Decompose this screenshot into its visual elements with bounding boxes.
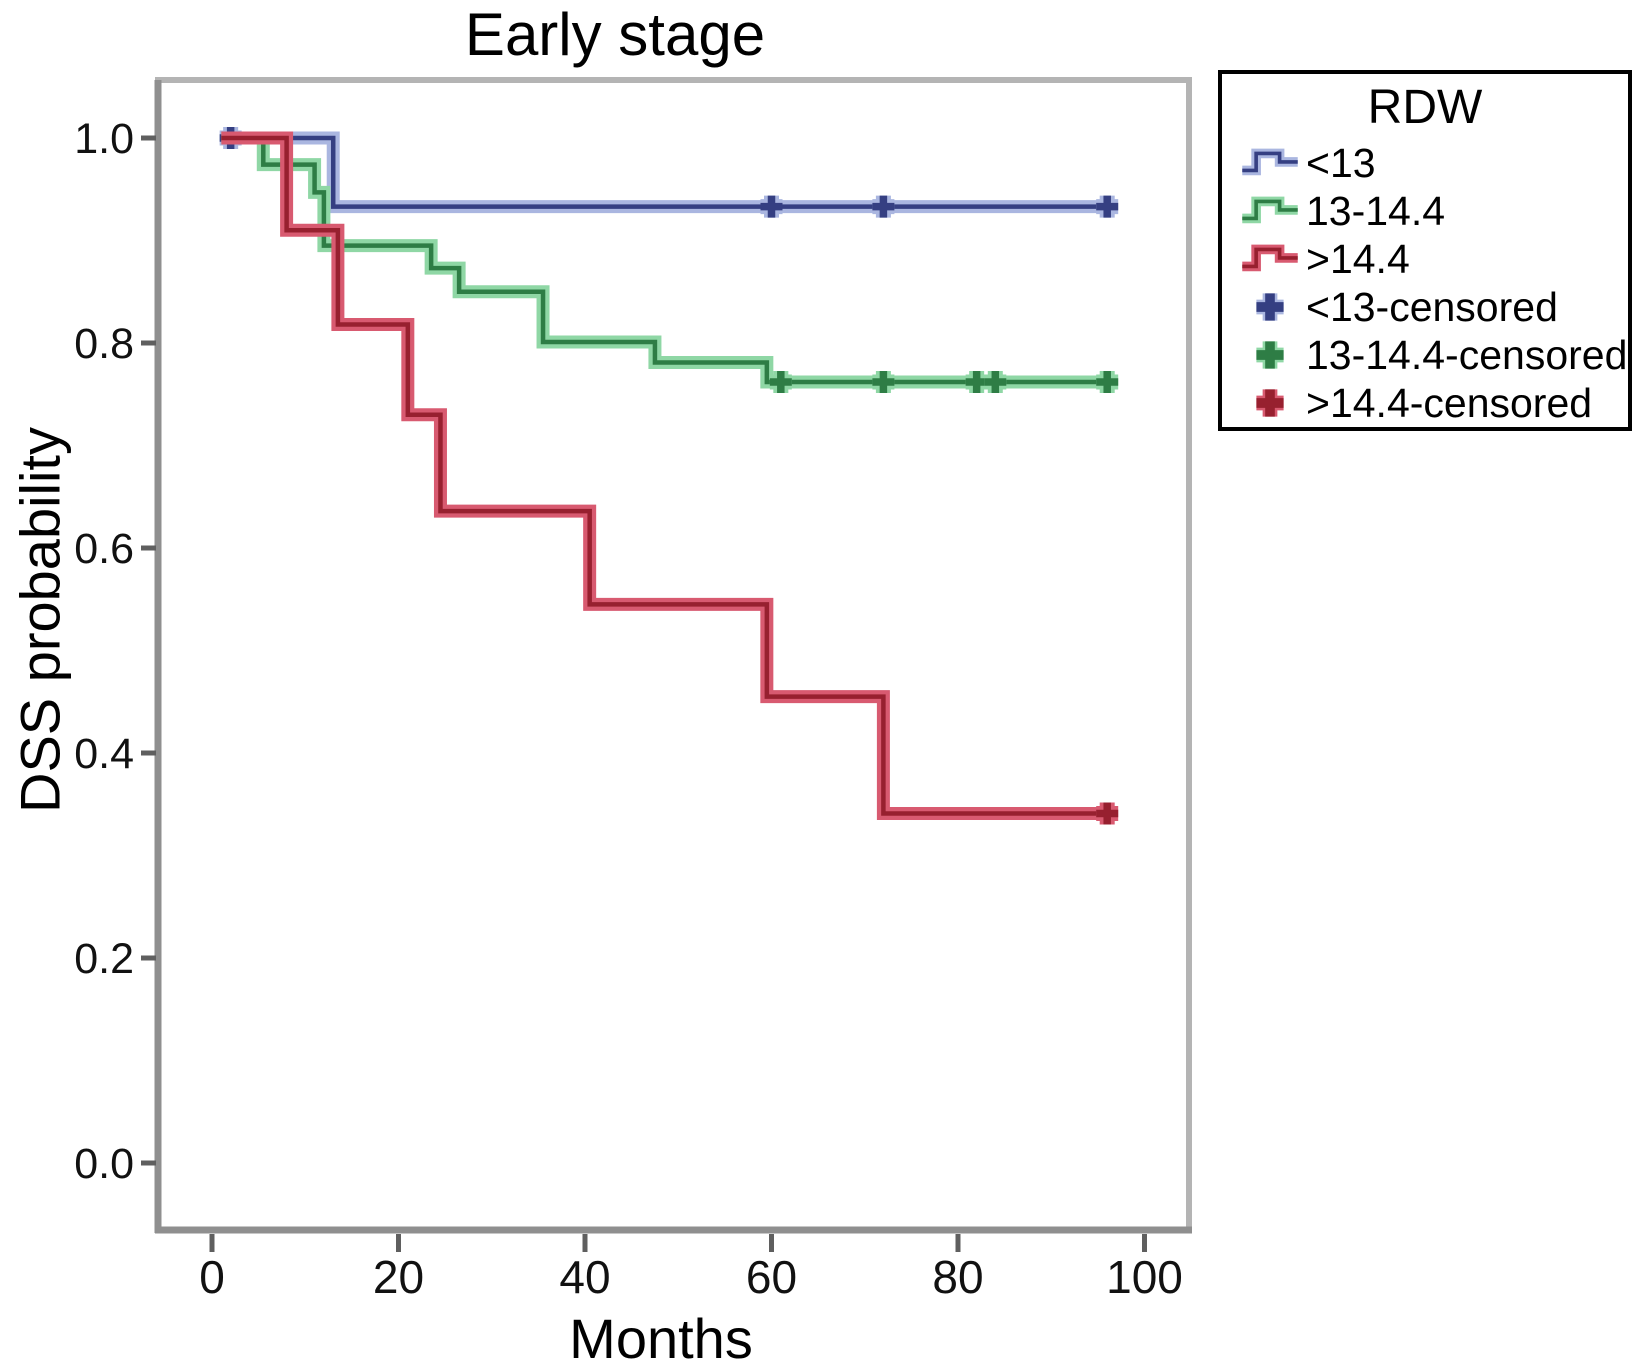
x-axis-title: Months: [569, 1307, 753, 1370]
svg-text:20: 20: [373, 1251, 424, 1303]
legend-item-gt14-4: >14.4: [1222, 235, 1628, 283]
x-axis-ticks: 0 20 40 60 80 100: [199, 1234, 1183, 1303]
svg-text:80: 80: [932, 1251, 983, 1303]
svg-text:60: 60: [746, 1251, 797, 1303]
legend-label: >14.4: [1306, 235, 1410, 282]
line-swatch-lt13-icon: [1234, 147, 1306, 179]
censor-mark: [1096, 370, 1119, 393]
legend-box: RDW <13 13-14.4 >14.4 <13-censored 13-14…: [1218, 70, 1632, 431]
legend-label: 13-14.4-censored: [1306, 331, 1628, 378]
y-axis-ticks: 1.0 0.8 0.6 0.4 0.2 0.0: [74, 115, 156, 1188]
svg-text:40: 40: [559, 1251, 610, 1303]
km-series-<13: [219, 127, 1119, 218]
legend-item-13-14-4: 13-14.4: [1222, 187, 1628, 235]
plus-marker-13-14-4-icon: [1234, 338, 1306, 372]
legend-item-13-14-4-censored: 13-14.4-censored: [1222, 331, 1628, 379]
legend-title: RDW: [1367, 81, 1483, 134]
svg-text:0.8: 0.8: [74, 320, 134, 368]
plus-marker-lt13-icon: [1234, 290, 1306, 324]
censor-mark: [760, 195, 783, 218]
plus-marker-gt14-4-icon: [1234, 386, 1306, 420]
censor-mark: [769, 370, 792, 393]
legend-item-lt13: <13: [1222, 139, 1628, 187]
legend-label: 13-14.4: [1306, 187, 1446, 234]
censor-mark: [872, 195, 895, 218]
censor-mark: [965, 370, 988, 393]
svg-text:0.4: 0.4: [74, 730, 134, 778]
km-series-13-14.4: [221, 131, 1119, 393]
legend-item-lt13-censored: <13-censored: [1222, 283, 1628, 331]
censor-mark: [1096, 802, 1119, 825]
chart-title: Early stage: [464, 1, 766, 68]
legend-label: <13-censored: [1306, 283, 1558, 330]
svg-text:0.0: 0.0: [74, 1140, 134, 1188]
legend-label: <13: [1306, 139, 1376, 186]
legend-item-gt14-4-censored: >14.4-censored: [1222, 379, 1628, 427]
censor-mark: [872, 370, 895, 393]
svg-text:0.2: 0.2: [74, 935, 134, 983]
line-swatch-gt14-4-icon: [1234, 243, 1306, 275]
censor-mark: [1096, 195, 1119, 218]
km-series->14.4: [221, 131, 1119, 825]
svg-text:0: 0: [199, 1251, 225, 1303]
line-swatch-13-14-4-icon: [1234, 195, 1306, 227]
censor-mark: [984, 370, 1007, 393]
svg-text:0.6: 0.6: [74, 525, 134, 573]
svg-text:1.0: 1.0: [74, 115, 134, 163]
svg-text:100: 100: [1106, 1251, 1183, 1303]
legend-label: >14.4-censored: [1306, 379, 1593, 426]
